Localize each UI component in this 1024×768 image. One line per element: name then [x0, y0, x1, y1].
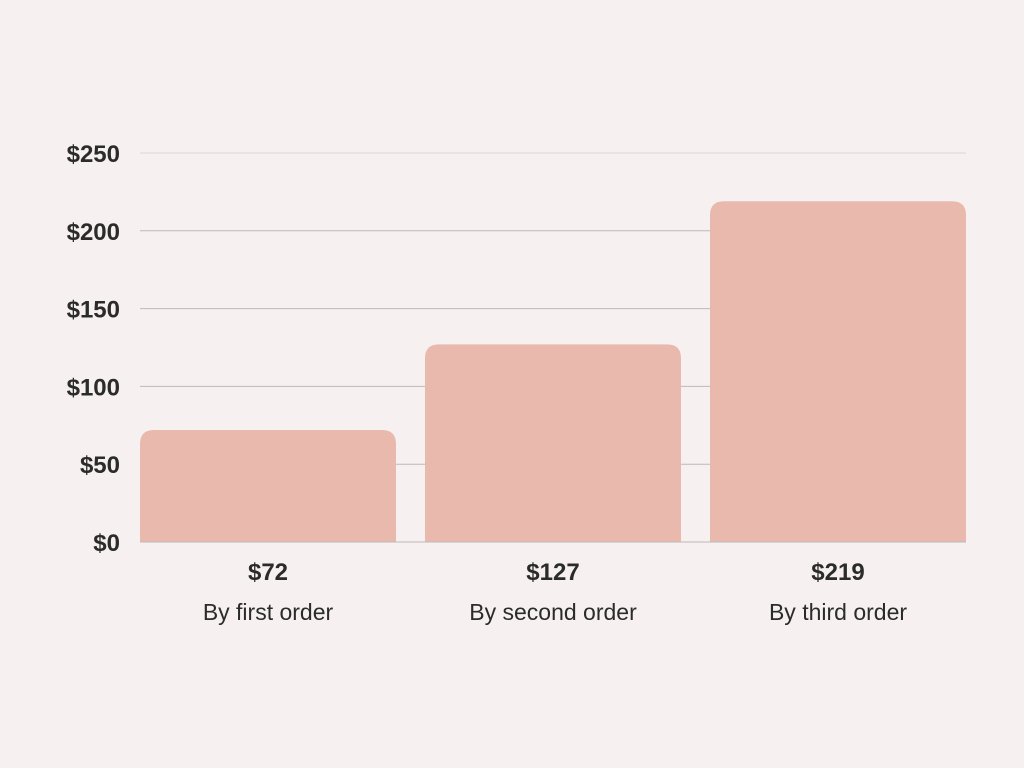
bars — [140, 201, 966, 542]
y-tick-label: $100 — [67, 374, 120, 401]
category-label: By third order — [769, 599, 907, 625]
bar-value-label: $219 — [811, 559, 864, 586]
y-axis-tick-labels: $0 $50 $100 $150 $200 $250 — [67, 141, 120, 557]
bar — [710, 201, 966, 542]
y-tick-label: $200 — [67, 219, 120, 246]
bar-value-label: $72 — [248, 559, 288, 586]
y-tick-label: $50 — [80, 452, 120, 479]
y-tick-label: $150 — [67, 297, 120, 324]
bar-value-labels: $72 $127 $219 — [248, 559, 865, 586]
y-tick-label: $250 — [67, 141, 120, 168]
category-label: By second order — [469, 599, 637, 625]
y-tick-label: $0 — [93, 530, 120, 557]
bar — [425, 344, 681, 542]
bar — [140, 429, 396, 542]
category-label: By first order — [203, 599, 334, 625]
bar-value-label: $127 — [526, 559, 579, 586]
category-labels: By first order By second order By third or… — [203, 599, 908, 625]
